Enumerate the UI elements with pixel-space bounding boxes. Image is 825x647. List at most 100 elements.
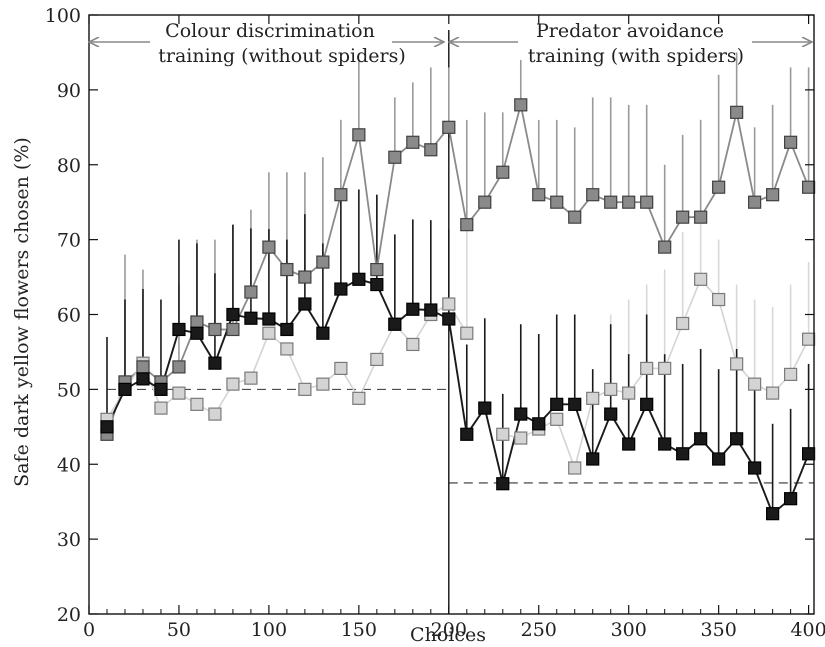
light-series-point <box>316 377 330 391</box>
y-tick-label: 100 <box>45 5 81 27</box>
light-series-point <box>244 371 258 385</box>
light-series-point <box>442 297 456 311</box>
grey-series-point <box>586 188 600 202</box>
black-series-point <box>622 437 636 451</box>
grey-series-point <box>262 240 276 254</box>
grey-series-point <box>226 322 240 337</box>
black-series-point <box>604 407 618 421</box>
grey-series-point <box>658 240 672 254</box>
x-tick-label: 100 <box>251 619 287 641</box>
y-tick-label: 80 <box>57 155 81 177</box>
black-series-point <box>244 311 258 325</box>
light-series-point <box>190 397 204 411</box>
black-series-line <box>106 278 810 515</box>
black-series-point <box>766 507 780 521</box>
black-series-point <box>406 302 420 316</box>
light-series-point <box>280 342 294 356</box>
light-series-line <box>502 278 810 469</box>
grey-series-point <box>190 315 204 329</box>
grey-series-point <box>424 143 438 157</box>
y-tick-label: 70 <box>57 230 81 252</box>
light-series-point <box>568 461 582 475</box>
black-series-point <box>154 382 168 396</box>
light-series-point <box>172 386 186 400</box>
y-tick-label: 20 <box>57 604 81 626</box>
grey-series-point <box>730 105 744 119</box>
black-series-point <box>532 417 546 431</box>
black-series-point <box>712 452 726 466</box>
x-tick-label: 50 <box>167 619 191 641</box>
black-series-point <box>784 492 798 506</box>
black-series-point <box>658 437 672 451</box>
x-tick-label: 150 <box>341 619 377 641</box>
light-series-point <box>352 391 366 405</box>
y-tick-label: 40 <box>57 454 81 476</box>
light-series-point <box>748 377 762 391</box>
light-series-point <box>550 412 564 426</box>
light-series-point <box>154 401 168 415</box>
grey-series-point <box>478 195 492 209</box>
black-series-point <box>730 432 744 446</box>
phase2-title-line1: Predator avoidance <box>536 20 724 42</box>
light-series-point <box>784 367 798 381</box>
black-series-point <box>676 447 690 461</box>
grey-series-point <box>676 210 690 224</box>
light-series-point <box>514 431 528 445</box>
light-series-point <box>640 361 654 376</box>
grey-series-point <box>694 210 708 224</box>
black-series-point <box>262 312 276 326</box>
x-tick-label: 200 <box>431 619 467 641</box>
grey-series-point <box>442 120 456 134</box>
black-series-point <box>424 303 438 317</box>
grey-series-point <box>388 150 402 164</box>
black-series-point <box>640 397 654 411</box>
phase1-title-line2: training (without spiders) <box>158 45 406 67</box>
black-series-point <box>208 356 222 370</box>
black-series-point <box>568 397 582 411</box>
series-lines <box>106 103 810 515</box>
grey-series-point <box>568 210 582 224</box>
light-series-point <box>586 391 600 405</box>
grey-series-point <box>208 322 222 337</box>
light-series-point <box>658 361 672 376</box>
black-series-point <box>298 297 312 311</box>
light-series-point <box>406 337 420 352</box>
black-series-point <box>316 326 330 340</box>
y-tick-label: 90 <box>57 80 81 102</box>
light-series-point <box>694 272 708 286</box>
light-series-point <box>766 386 780 400</box>
black-series-point <box>748 461 762 475</box>
grey-series-point <box>550 195 564 209</box>
black-series-point <box>136 372 150 386</box>
grey-series-point <box>172 360 186 374</box>
light-series-point <box>298 382 312 396</box>
black-series-point <box>280 322 294 337</box>
grey-series-point <box>298 270 312 284</box>
phase2-title-line2: training (with spiders) <box>528 45 744 67</box>
x-axis-label: Choices <box>410 624 486 646</box>
black-series-point <box>190 326 204 340</box>
grey-series-point <box>766 188 780 202</box>
grey-series-point <box>370 262 384 277</box>
black-series-point <box>334 282 348 296</box>
grey-series-point <box>514 98 528 112</box>
grey-series-point <box>640 195 654 209</box>
grey-series-point <box>334 188 348 202</box>
black-series-point <box>496 477 510 491</box>
grey-series-point <box>532 188 546 202</box>
black-series-point <box>226 307 240 322</box>
grey-series-point <box>748 195 762 209</box>
grey-series-point <box>136 360 150 374</box>
grey-series-point <box>604 195 618 209</box>
y-tick-label: 50 <box>57 379 81 401</box>
x-tick-label: 300 <box>611 619 647 641</box>
black-series-point <box>118 382 132 396</box>
black-series-point <box>802 447 816 461</box>
light-series-point <box>730 357 744 371</box>
black-series-point <box>352 272 366 286</box>
grey-series-point <box>244 285 258 299</box>
black-series-point <box>172 322 186 337</box>
light-series-point <box>226 377 240 391</box>
black-series-point <box>694 432 708 446</box>
